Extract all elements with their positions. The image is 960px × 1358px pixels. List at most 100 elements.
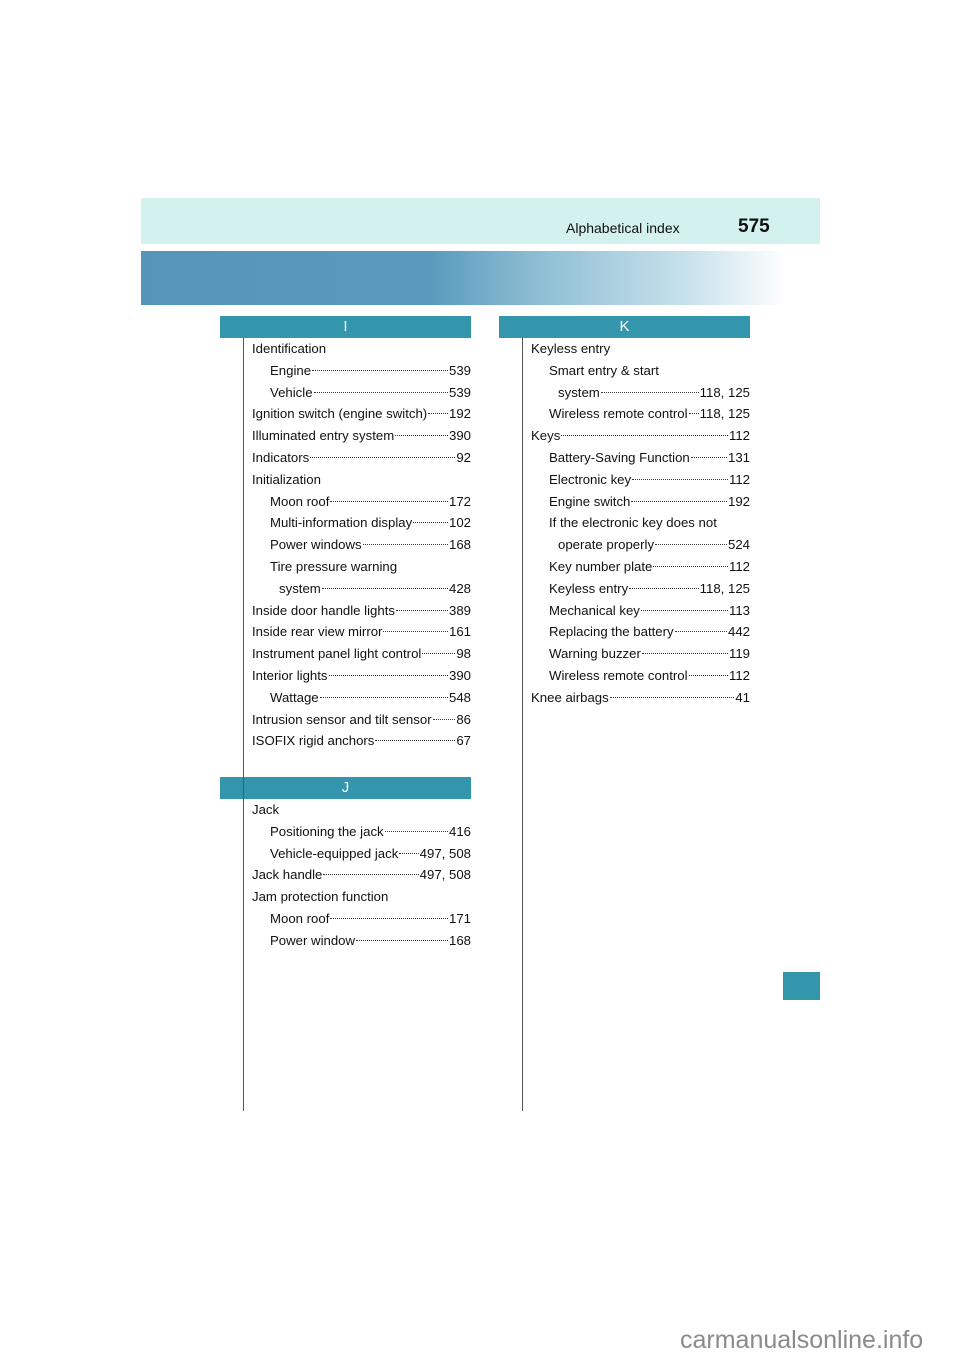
decorative-band <box>141 251 786 305</box>
index-entry: Ignition switch (engine switch) 192 <box>252 403 471 425</box>
entry-text: Wireless remote control <box>549 406 688 422</box>
index-entry: Moon roof 171 <box>252 908 471 930</box>
entry-text: operate properly <box>558 537 655 553</box>
dot-leader <box>321 587 448 589</box>
index-entry: Interior lights 390 <box>252 665 471 687</box>
entry-page: 389 <box>448 602 471 618</box>
entry-text: Inside door handle lights <box>252 602 395 618</box>
dot-leader <box>428 413 448 415</box>
entry-text: Key number plate <box>549 558 653 574</box>
index-list-j: Jack Positioning the jack 416 Vehicle-equip… <box>252 799 471 952</box>
index-entry: Vehicle-equipped jack 497, 508 <box>252 843 471 865</box>
entry-text: Vehicle <box>270 384 313 400</box>
entry-text: Warning buzzer <box>549 646 641 662</box>
dot-leader <box>609 696 735 698</box>
index-entry: If the electronic key does not <box>531 512 750 534</box>
entry-page: 112 <box>728 471 750 487</box>
dot-leader <box>432 718 456 720</box>
index-entry: Mechanical key 113 <box>531 600 750 622</box>
column-divider <box>243 338 244 1111</box>
entry-page: 98 <box>456 646 471 662</box>
dot-leader <box>629 587 699 589</box>
entry-page: 539 <box>448 362 471 378</box>
entry-page: 497, 508 <box>419 867 471 883</box>
dot-leader <box>362 544 448 546</box>
entry-text: ISOFIX rigid anchors <box>252 733 375 749</box>
entry-text: Power windows <box>270 537 362 553</box>
entry-page: 41 <box>735 689 750 705</box>
entry-page: 168 <box>448 932 471 948</box>
entry-page: 390 <box>448 667 471 683</box>
entry-text: Intrusion sensor and tilt sensor <box>252 711 432 727</box>
index-entry: operate properly 524 <box>531 534 750 556</box>
entry-page: 113 <box>728 602 750 618</box>
entry-page: 112 <box>728 558 750 574</box>
index-entry: Initialization <box>252 469 471 491</box>
index-entry: Power windows 168 <box>252 534 471 556</box>
entry-page: 161 <box>448 624 471 640</box>
entry-page: 548 <box>448 689 471 705</box>
entry-page: 112 <box>728 428 750 444</box>
entry-page: 67 <box>456 733 471 749</box>
index-entry: Jam protection function <box>252 886 471 908</box>
index-entry: Inside rear view mirror 161 <box>252 621 471 643</box>
index-entry: Replacing the battery 442 <box>531 621 750 643</box>
entry-text: Jack handle <box>252 867 323 883</box>
dot-leader <box>330 500 448 502</box>
index-list-i: Identification Engine 539 Vehicle 539 Ignitio… <box>252 338 471 752</box>
dot-leader <box>375 740 456 742</box>
dot-leader <box>383 631 448 633</box>
entry-text: Instrument panel light control <box>252 646 422 662</box>
index-entry: Electronic key 112 <box>531 469 750 491</box>
entry-text: system <box>279 580 321 596</box>
index-entry: Keyless entry 118, 125 <box>531 578 750 600</box>
entry-text: Jack <box>252 802 280 817</box>
entry-text: Inside rear view mirror <box>252 624 383 640</box>
dot-leader <box>312 369 448 371</box>
index-entry: Tire pressure warning <box>252 556 471 578</box>
header-title: Alphabetical index <box>566 220 680 236</box>
entry-text: Initialization <box>252 471 321 487</box>
dot-leader <box>674 631 727 633</box>
entry-page: 192 <box>448 406 471 422</box>
index-entry: Vehicle 539 <box>252 382 471 404</box>
index-entry: ISOFIX rigid anchors 67 <box>252 730 471 752</box>
index-list-k: Keyless entry Smart entry & start system 11… <box>531 338 750 709</box>
dot-leader <box>310 456 456 458</box>
entry-text: Battery-Saving Function <box>549 449 690 465</box>
dot-leader <box>328 674 448 676</box>
page-header: Alphabetical index 575 <box>141 198 820 244</box>
index-entry: Engine 539 <box>252 360 471 382</box>
index-entry: Key number plate 112 <box>531 556 750 578</box>
entry-page: 118, 125 <box>699 580 750 596</box>
entry-page: 539 <box>448 384 471 400</box>
index-entry: Intrusion sensor and tilt sensor 86 <box>252 709 471 731</box>
dot-leader <box>632 478 728 480</box>
entry-text: Engine <box>270 362 312 378</box>
dot-leader <box>313 391 448 393</box>
entry-text: Power window <box>270 932 356 948</box>
dot-leader <box>413 522 448 524</box>
entry-text: Engine switch <box>549 493 631 509</box>
entry-text: Wattage <box>270 689 319 705</box>
entry-text: Vehicle-equipped jack <box>270 845 399 861</box>
entry-page: 118, 125 <box>699 384 750 400</box>
entry-text: Illuminated entry system <box>252 428 395 444</box>
dot-leader <box>640 609 728 611</box>
page-number: 575 <box>738 216 770 237</box>
index-entry: Positioning the jack 416 <box>252 821 471 843</box>
column-divider <box>522 338 523 1111</box>
entry-text: Keyless entry <box>549 580 629 596</box>
entry-text: Moon roof <box>270 910 330 926</box>
dot-leader <box>323 874 419 876</box>
entry-page: 442 <box>727 624 750 640</box>
dot-leader <box>399 852 419 854</box>
index-entry: system 118, 125 <box>531 382 750 404</box>
index-entry: Moon roof 172 <box>252 491 471 513</box>
index-entry: Keyless entry <box>531 338 750 360</box>
entry-page: 118, 125 <box>699 406 750 422</box>
dot-leader <box>655 544 727 546</box>
entry-text: Identification <box>252 341 327 356</box>
index-entry: Battery-Saving Function 131 <box>531 447 750 469</box>
entry-page: 428 <box>448 580 471 596</box>
